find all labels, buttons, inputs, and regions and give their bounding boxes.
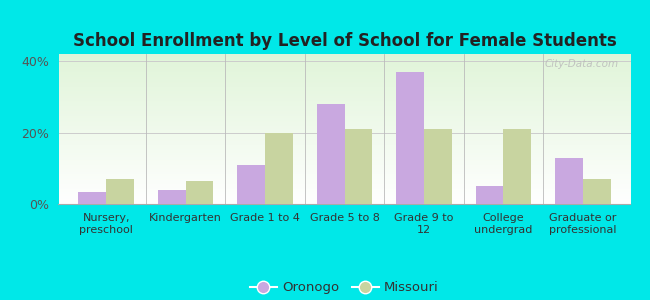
Text: City-Data.com: City-Data.com (545, 58, 619, 68)
Bar (476, 186, 503, 204)
Bar (265, 133, 293, 204)
Bar (396, 72, 424, 204)
Bar (317, 104, 345, 204)
Bar (237, 165, 265, 204)
Bar (79, 191, 106, 204)
Bar (503, 129, 531, 204)
Bar (424, 129, 452, 204)
Bar (106, 179, 134, 204)
Legend: Oronogo, Missouri: Oronogo, Missouri (245, 276, 444, 299)
Bar (186, 181, 213, 204)
Bar (555, 158, 583, 204)
Title: School Enrollment by Level of School for Female Students: School Enrollment by Level of School for… (73, 32, 616, 50)
Bar (158, 190, 186, 204)
Bar (344, 129, 372, 204)
Bar (583, 179, 610, 204)
